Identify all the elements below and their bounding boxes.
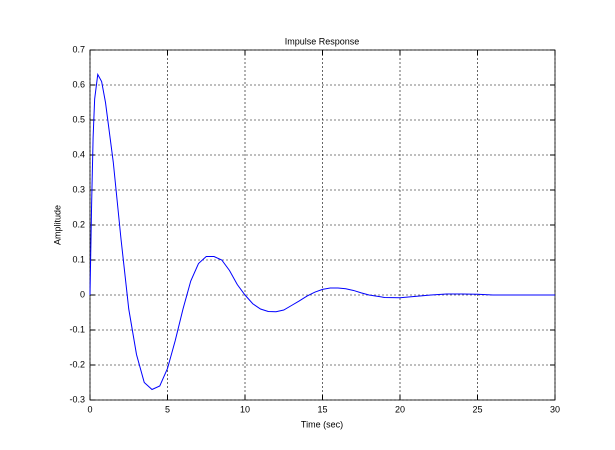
y-tick-label: 0.7 (72, 44, 85, 54)
y-tick-label: 0.2 (72, 219, 85, 229)
x-tick-label: 25 (472, 404, 482, 414)
y-tick-label: 0.1 (72, 254, 85, 264)
y-tick-label: 0 (80, 289, 85, 299)
y-tick-label: -0.1 (69, 324, 85, 334)
x-tick-label: 20 (395, 404, 405, 414)
x-axis-label: Time (sec) (301, 419, 343, 429)
y-axis-label: Amplitude (52, 205, 62, 245)
x-tick-label: 5 (165, 404, 170, 414)
plot-frame (89, 49, 556, 401)
y-tick-label: 0.4 (72, 149, 85, 159)
y-tick-label: 0.5 (72, 114, 85, 124)
x-tick-label: 15 (317, 404, 327, 414)
y-tick-label: -0.3 (69, 394, 85, 404)
x-tick-label: 30 (550, 404, 560, 414)
x-tick-label: 10 (240, 404, 250, 414)
x-tick-label: 0 (87, 404, 92, 414)
y-tick-label: 0.6 (72, 79, 85, 89)
chart-title: Impulse Response (285, 36, 360, 46)
y-tick-label: 0.3 (72, 184, 85, 194)
y-tick-label: -0.2 (69, 359, 85, 369)
line-series (89, 72, 555, 391)
